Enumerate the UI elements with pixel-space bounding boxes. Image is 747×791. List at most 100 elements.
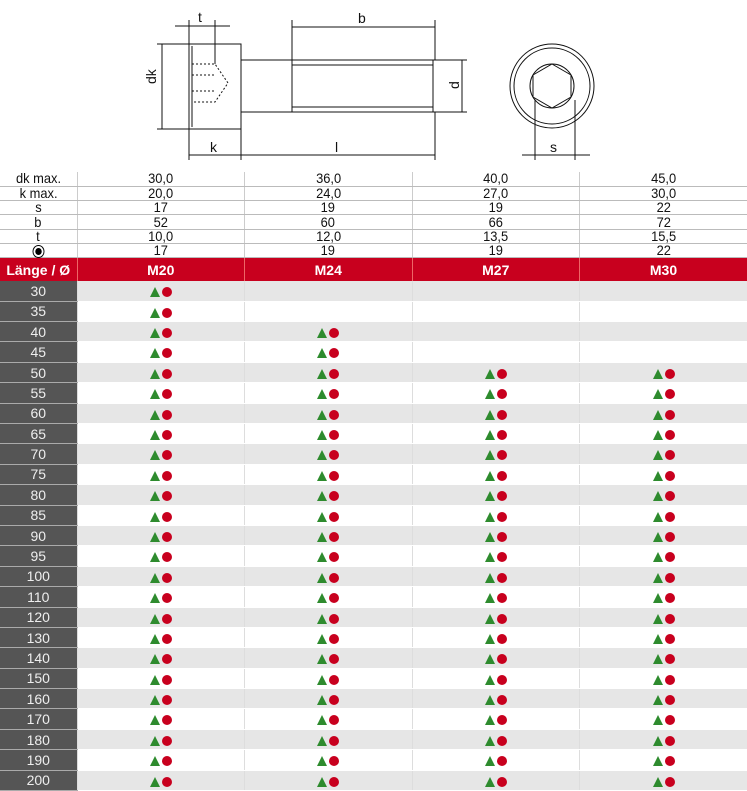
spec-value-text: 72 — [656, 213, 671, 230]
size-header: M30 — [579, 257, 747, 281]
spec-value-text: 12,0 — [315, 227, 341, 244]
green-triangle-icon — [484, 593, 495, 604]
availability-cell — [411, 770, 580, 791]
availability-cell — [411, 505, 580, 526]
spec-label-text: s — [35, 199, 42, 216]
green-triangle-icon — [317, 633, 328, 644]
green-triangle-icon — [317, 348, 328, 359]
red-dot-icon — [496, 654, 507, 665]
red-dot-icon — [664, 531, 675, 542]
green-triangle-icon — [652, 368, 663, 379]
spec-row: s 17 19 19 22 — [0, 199, 747, 216]
availability-cell — [244, 729, 412, 751]
availability-cell — [76, 464, 245, 486]
size-header: M20 — [76, 257, 245, 281]
green-triangle-icon — [317, 613, 328, 624]
length-cell: 75 — [0, 464, 77, 486]
spec-value-text: 13,5 — [483, 227, 509, 244]
green-triangle-icon — [317, 552, 328, 563]
availability-cell — [411, 403, 580, 425]
red-dot-icon — [329, 633, 340, 644]
red-dot-icon — [664, 389, 675, 400]
table-row: 50 — [0, 362, 747, 384]
green-triangle-icon — [317, 409, 328, 420]
red-dot-icon — [329, 654, 340, 665]
spec-label-text: t — [36, 227, 41, 244]
table-row: 170 — [0, 708, 747, 730]
red-dot-icon — [496, 633, 507, 644]
red-dot-icon — [329, 450, 340, 461]
length-cell: 50 — [0, 362, 77, 384]
spec-value: 22 — [579, 243, 747, 259]
red-dot-icon — [329, 715, 340, 726]
spec-value-text: 24,0 — [315, 184, 341, 201]
green-triangle-icon — [149, 756, 160, 767]
availability-cell — [76, 484, 245, 506]
green-triangle-icon — [149, 593, 160, 604]
red-dot-icon — [664, 674, 675, 685]
red-dot-icon — [496, 430, 507, 440]
availability-cell — [411, 729, 580, 751]
red-dot-icon — [329, 511, 340, 522]
green-triangle-icon — [652, 552, 663, 563]
red-dot-icon — [329, 552, 340, 563]
spec-label: t — [0, 227, 77, 244]
table-row: 60 — [0, 403, 747, 425]
length-diameter-header: Länge / Ø — [0, 257, 77, 281]
red-dot-icon — [664, 695, 675, 706]
green-triangle-icon — [484, 409, 495, 420]
green-triangle-icon — [484, 430, 495, 440]
green-triangle-icon — [484, 368, 495, 379]
availability-cell — [411, 627, 580, 649]
red-dot-icon — [664, 633, 675, 644]
green-triangle-icon — [317, 695, 328, 706]
red-dot-icon — [161, 776, 172, 787]
availability-cell — [579, 403, 747, 425]
red-dot-icon — [496, 715, 507, 726]
spec-value-text: 45,0 — [650, 170, 677, 187]
green-triangle-icon — [317, 654, 328, 665]
red-dot-icon — [329, 430, 340, 440]
spec-value-text: 66 — [488, 213, 503, 230]
green-triangle-icon — [317, 735, 328, 746]
table-row: 200 — [0, 770, 747, 791]
red-dot-icon — [496, 368, 507, 379]
green-triangle-icon — [484, 450, 495, 461]
spec-value: 24,0 — [244, 184, 412, 202]
table-header: Länge / Ø M20 M24 M27 M30 — [0, 257, 747, 281]
red-dot-icon — [664, 491, 675, 502]
green-triangle-icon — [652, 511, 663, 522]
availability-cell — [244, 607, 412, 628]
green-triangle-icon — [652, 450, 663, 461]
availability-cell — [579, 301, 747, 323]
red-dot-icon — [161, 552, 172, 563]
red-dot-icon — [664, 450, 675, 461]
length-cell: 70 — [0, 443, 77, 465]
spec-value-text: 22 — [656, 199, 671, 216]
green-triangle-icon — [317, 491, 328, 502]
red-dot-icon — [161, 531, 172, 542]
red-dot-icon — [664, 409, 675, 420]
red-dot-icon — [496, 389, 507, 400]
availability-cell — [76, 321, 245, 343]
dim-label-b: b — [358, 10, 366, 26]
green-triangle-icon — [652, 756, 663, 767]
spec-value: 19 — [411, 200, 580, 216]
spec-value: 17 — [76, 243, 245, 259]
red-dot-icon — [496, 776, 507, 787]
spec-value-text: 27,0 — [483, 184, 509, 201]
availability-cell — [76, 525, 245, 547]
availability-cell — [244, 586, 412, 608]
availability-cell — [411, 464, 580, 486]
availability-cell — [579, 321, 747, 343]
table-row: 45 — [0, 341, 747, 363]
red-dot-icon — [161, 430, 172, 440]
availability-cell — [579, 280, 747, 302]
red-dot-icon — [329, 368, 340, 379]
availability-cell — [579, 688, 747, 710]
red-dot-icon — [161, 348, 172, 359]
availability-cell — [579, 770, 747, 791]
spec-row: 17 19 19 22 — [0, 243, 747, 259]
availability-cell — [579, 627, 747, 649]
availability-cell — [579, 566, 747, 588]
